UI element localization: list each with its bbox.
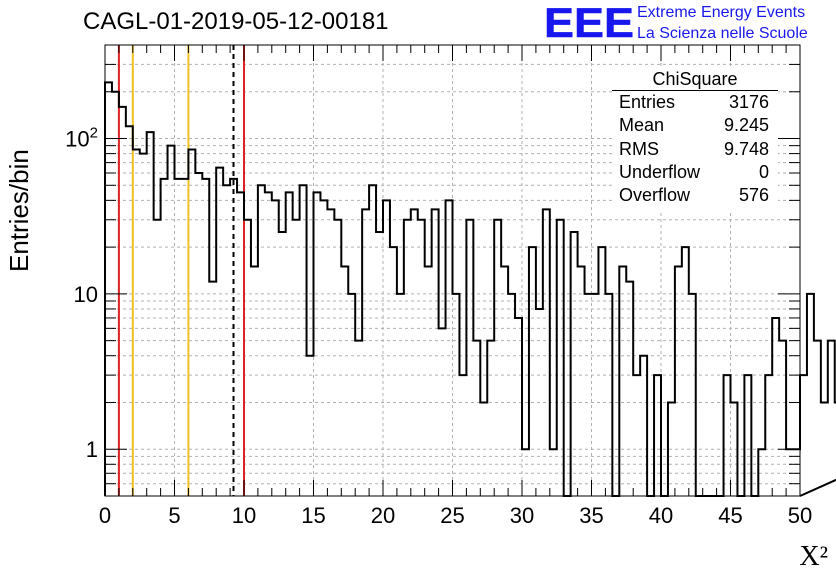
x-tick-label: 10 xyxy=(232,503,256,528)
stats-value: 3176 xyxy=(728,92,769,112)
logo-letters: EEE xyxy=(544,0,634,44)
eee-logo: EEE xyxy=(544,0,635,44)
y-tick-label: 1 xyxy=(86,437,98,462)
stats-key: Entries xyxy=(619,92,676,112)
stats-key: Mean xyxy=(619,115,665,136)
logo-text: Extreme Energy Events La Scienza nelle S… xyxy=(637,2,808,44)
x-axis-label: X² xyxy=(799,541,828,572)
stats-value: 9.245 xyxy=(723,115,769,136)
x-tick-label: 5 xyxy=(168,503,180,528)
chart-title: CAGL-01-2019-05-12-00181 xyxy=(83,8,389,35)
y-tick-label: 102 xyxy=(65,125,98,152)
logo-line-1: Extreme Energy Events xyxy=(637,4,806,21)
x-tick-label: 25 xyxy=(440,503,464,528)
x-tick-label: 45 xyxy=(718,503,742,528)
y-tick-labels: 1 10 102 xyxy=(65,125,98,463)
stats-key: Overflow xyxy=(619,185,691,206)
stats-row-entries: Entries 3176 xyxy=(612,91,778,114)
stats-title: ChiSquare xyxy=(612,68,778,91)
stats-row-underflow: Underflow 0 xyxy=(612,161,778,184)
stats-key: Underflow xyxy=(619,161,701,182)
histogram-series xyxy=(104,81,836,497)
stats-row-rms: RMS 9.748 xyxy=(612,138,778,161)
x-tick-label: 0 xyxy=(99,503,111,528)
stats-value: 0 xyxy=(758,161,769,182)
stats-key: RMS xyxy=(619,138,659,159)
logo-line-2: La Scienza nelle Scuole xyxy=(637,25,808,42)
stats-value: 9.748 xyxy=(723,138,769,159)
reference-lines xyxy=(117,45,245,496)
x-tick-label: 50 xyxy=(788,503,812,528)
stats-row-overflow: Overflow 576 xyxy=(612,184,778,207)
axis-ticks xyxy=(104,44,801,497)
x-tick-label: 30 xyxy=(510,503,534,528)
x-tick-label: 40 xyxy=(649,503,673,528)
x-tick-label: 35 xyxy=(579,503,603,528)
x-tick-label: 15 xyxy=(301,503,325,528)
y-tick-label: 10 xyxy=(74,282,98,307)
stats-box: ChiSquare Entries 3176 Mean 9.245 RMS 9.… xyxy=(612,68,778,213)
x-tick-label: 20 xyxy=(371,503,395,528)
stats-value: 576 xyxy=(738,185,769,206)
stats-row-mean: Mean 9.245 xyxy=(612,114,778,137)
grid-lines xyxy=(104,44,801,497)
x-tick-labels: 0 5 10 15 20 25 30 35 40 45 50 xyxy=(99,503,812,528)
y-axis-label: Entries/bin xyxy=(4,149,34,272)
